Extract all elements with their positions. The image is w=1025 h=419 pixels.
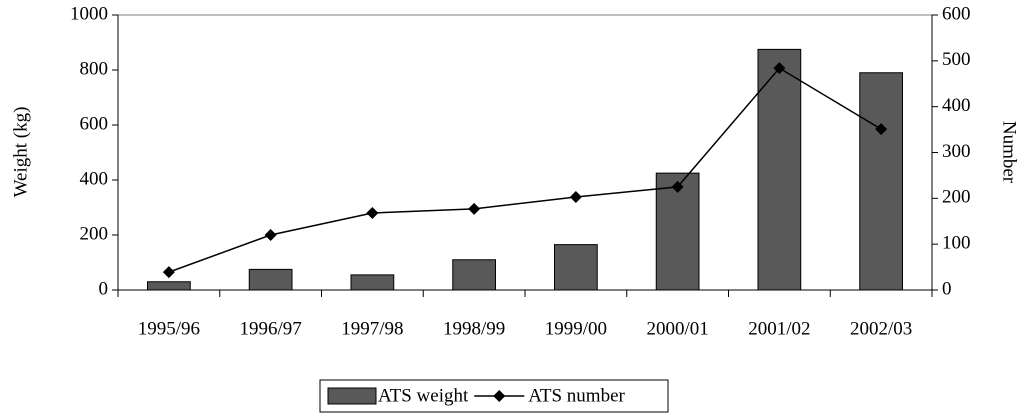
marker: [875, 123, 888, 136]
marker: [468, 202, 481, 215]
y2-tick-label: 100: [942, 233, 971, 254]
bar: [147, 281, 191, 291]
y2-axis-label: Number: [999, 121, 1020, 184]
bar: [859, 72, 903, 291]
marker: [162, 266, 175, 279]
y-axis-label: Weight (kg): [10, 107, 31, 198]
y2-tick-label: 300: [942, 141, 971, 162]
marker: [671, 180, 684, 193]
line: [168, 67, 882, 273]
y2-tick-label: 0: [942, 278, 952, 299]
bar: [452, 259, 496, 291]
x-tick-label: 1996/97: [239, 318, 301, 339]
y-tick-label: 600: [80, 113, 109, 134]
legend-label: ATS number: [528, 385, 625, 406]
marker: [569, 190, 582, 203]
marker: [773, 62, 786, 75]
y2-tick-label: 400: [942, 95, 971, 116]
y-tick-label: 800: [80, 58, 109, 79]
bar: [350, 274, 395, 291]
y2-tick-label: 600: [942, 3, 971, 24]
x-tick-label: 1998/99: [443, 318, 505, 339]
x-tick-label: 2000/01: [646, 318, 708, 339]
marker: [264, 229, 277, 241]
y2-tick-label: 200: [942, 187, 971, 208]
x-tick-label: 2002/03: [850, 318, 912, 339]
y-tick-label: 0: [99, 278, 109, 299]
y2-tick-label: 500: [942, 49, 971, 70]
y-tick-label: 200: [80, 223, 109, 244]
y-tick-label: 400: [80, 168, 109, 189]
x-tick-label: 1999/00: [545, 318, 607, 339]
x-tick-label: 2001/02: [748, 318, 810, 339]
marker: [366, 207, 379, 219]
legend-label: ATS weight: [378, 385, 469, 406]
legend-marker: [493, 390, 506, 402]
bar: [554, 244, 598, 291]
y-tick-label: 1000: [70, 3, 108, 24]
bar: [248, 268, 293, 291]
x-tick-label: 1997/98: [341, 318, 403, 339]
legend-swatch: [327, 387, 377, 405]
x-tick-label: 1995/96: [138, 318, 200, 339]
